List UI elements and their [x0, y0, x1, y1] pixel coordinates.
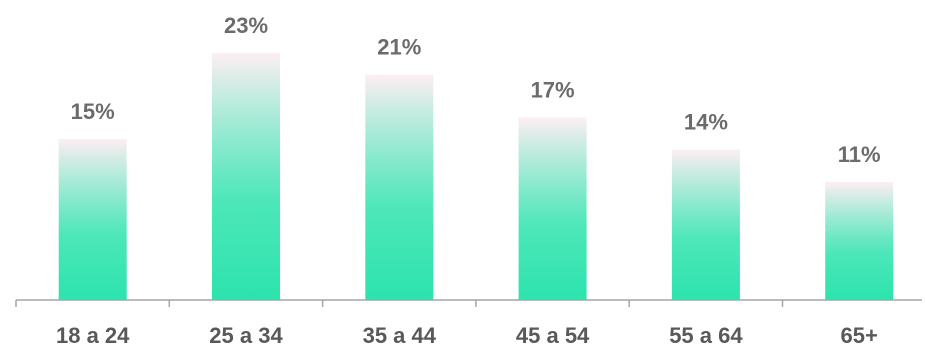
- bars-layer: [58, 53, 894, 301]
- category-label: 25 a 34: [209, 323, 283, 348]
- category-label: 45 a 54: [516, 323, 590, 348]
- category-label: 35 a 44: [363, 323, 437, 348]
- bar-45-a-54: [518, 117, 587, 301]
- bar-55-a-64: [671, 149, 740, 300]
- bar-65plus: [825, 181, 894, 300]
- category-labels: 18 a 24 25 a 34 35 a 44 45 a 54 55 a 64 65+: [56, 323, 878, 348]
- category-label: 55 a 64: [669, 323, 743, 348]
- value-label: 11%: [838, 142, 881, 167]
- bar-18-a-24: [58, 138, 127, 300]
- value-label: 14%: [684, 110, 728, 135]
- value-labels: 15% 23% 21% 17% 14% 11%: [71, 13, 881, 167]
- category-label: 18 a 24: [56, 323, 130, 348]
- value-label: 21%: [377, 35, 421, 60]
- x-axis: [15, 299, 922, 307]
- category-label: 65+: [841, 323, 878, 348]
- bar-35-a-44: [365, 74, 434, 300]
- value-label: 17%: [531, 77, 575, 102]
- value-label: 23%: [224, 13, 268, 38]
- bar-25-a-34: [212, 53, 280, 300]
- value-label: 15%: [71, 99, 115, 124]
